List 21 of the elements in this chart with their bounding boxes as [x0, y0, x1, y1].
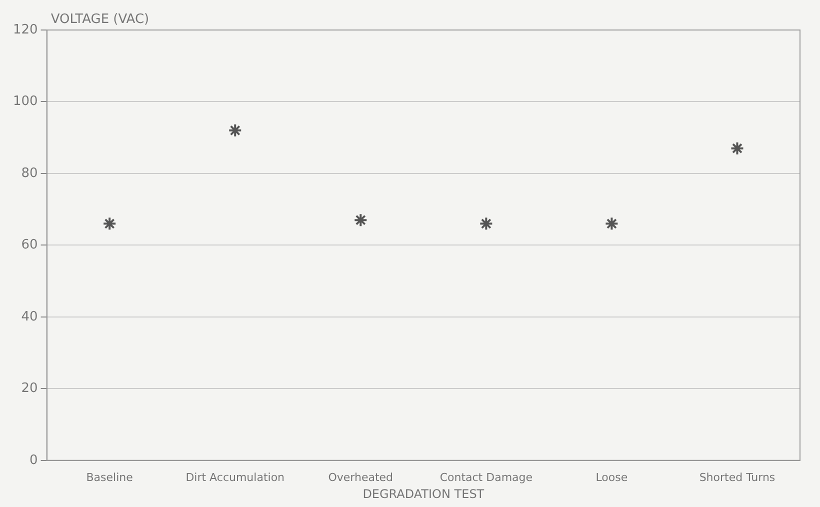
point	[730, 141, 744, 156]
y-tick-label: 120	[12, 22, 38, 38]
y-tick-label: 20	[21, 381, 38, 396]
y-tick-label: 100	[12, 94, 38, 110]
point	[354, 213, 368, 228]
y-tick-label: 60	[21, 238, 38, 253]
point	[102, 216, 117, 231]
x-tick-label: Contact Damage	[440, 470, 533, 484]
x-tick-label: Shorted Turns	[699, 470, 776, 484]
y-axis-title: VOLTAGE (VAC)	[50, 12, 150, 27]
y-tick-label: 0	[30, 452, 38, 468]
x-tick-label: Dirt Accumulation	[186, 470, 285, 484]
point	[228, 123, 242, 138]
x-tick-label: Loose	[596, 470, 628, 484]
point	[479, 216, 494, 231]
point	[604, 216, 619, 231]
y-tick-label: 80	[21, 166, 38, 181]
x-axis-title: DEGRADATION TEST	[362, 486, 485, 501]
x-tick-label: Baseline	[86, 470, 134, 484]
x-tick-label: Overheated	[328, 470, 394, 484]
y-tick-label: 40	[21, 309, 38, 324]
